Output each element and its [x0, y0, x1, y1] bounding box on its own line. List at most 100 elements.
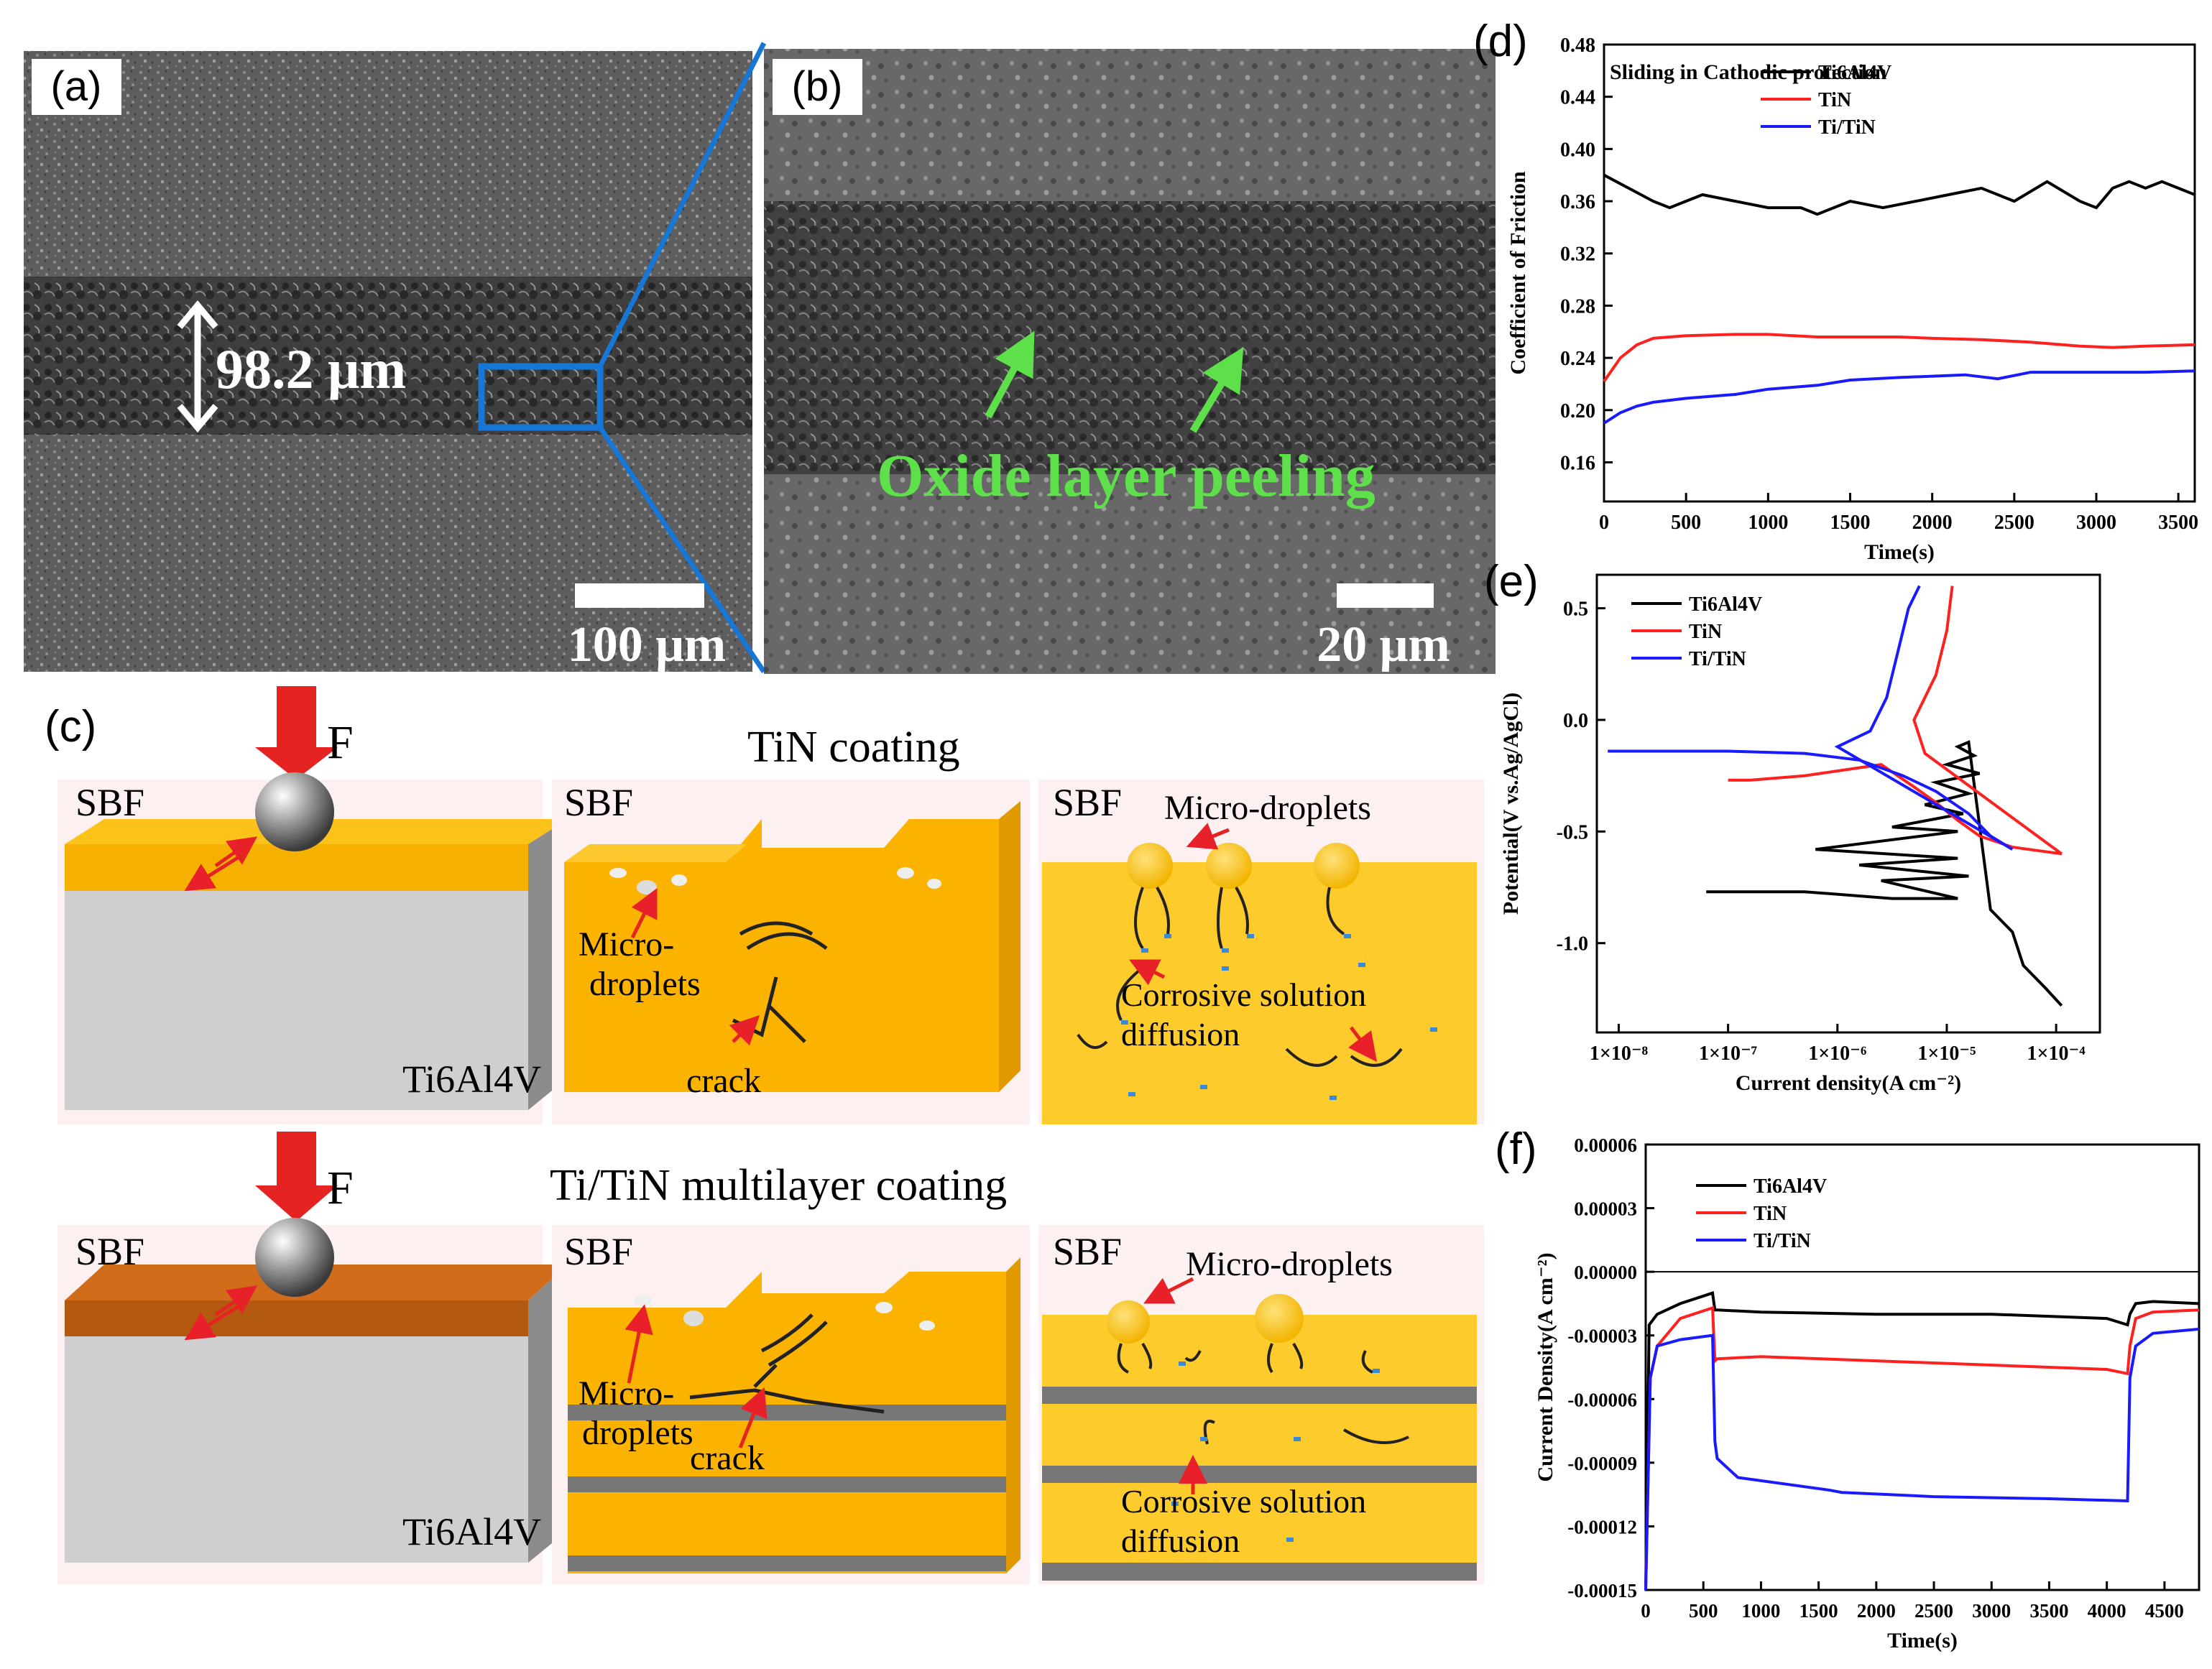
- zoom-box: [478, 363, 604, 431]
- x-tick-label: 2000: [1857, 1600, 1896, 1622]
- legend-label: Ti/TiN: [1818, 116, 1876, 139]
- ball-1: [255, 772, 334, 851]
- x-tick-label: 4000: [2088, 1600, 2126, 1622]
- plot-frame: [1644, 1143, 2201, 1591]
- diffusion-label: diffusion: [1121, 1016, 1240, 1053]
- panel-b: (b) Oxide layer peeling 20 μm: [764, 49, 1496, 674]
- diffusion-label: Corrosive solution: [1121, 976, 1366, 1013]
- panel-d-label: (d): [1473, 17, 1528, 66]
- peeling-arrow-1: [985, 330, 1035, 419]
- y-tick-label: 0.24: [1560, 348, 1595, 370]
- micro-droplets-label: Micro-droplets: [1164, 789, 1371, 827]
- chart-e: 1×10⁻⁸ 1×10⁻⁷ 1×10⁻⁶ 1×10⁻⁵ 1×10⁻⁴ -1.0 -0.5 0.…: [1499, 573, 2101, 1095]
- micro-droplets-label: Micro-: [579, 1374, 674, 1413]
- y-tick-label: 0.28: [1560, 295, 1595, 318]
- zoom-line-top: [597, 42, 767, 368]
- sbf-label: SBF: [1053, 781, 1122, 824]
- x-tick-label: 1×10⁻⁷: [1699, 1042, 1757, 1065]
- y-tick-label: 0.00000: [1574, 1262, 1637, 1283]
- y-tick-label: 0.16: [1560, 452, 1595, 474]
- sbf-label: SBF: [75, 1230, 144, 1273]
- x-tick-label: 500: [1689, 1600, 1718, 1622]
- legend-label: Ti6Al4V: [1818, 62, 1891, 84]
- x-axis-label: Time(s): [1864, 540, 1935, 564]
- x-tick-label: 1×10⁻⁵: [1917, 1042, 1976, 1065]
- y-tick-label: 0.5: [1563, 598, 1588, 621]
- x-tick-label: 0: [1599, 512, 1609, 534]
- y-tick-label: -1.0: [1557, 933, 1588, 956]
- legend-label: Ti6Al4V: [1754, 1175, 1827, 1198]
- panel-a-label-box: [32, 59, 121, 115]
- sbf-label: SBF: [564, 781, 633, 824]
- series-line-titin: [1608, 585, 2014, 851]
- substrate-label: Ti6Al4V: [402, 1058, 541, 1101]
- y-tick-label: -0.00012: [1567, 1516, 1637, 1538]
- y-tick-label: -0.5: [1557, 821, 1588, 843]
- series-line-tin: [1728, 586, 2063, 856]
- panel-a: (a) 98.2 μm 100 μm: [19, 42, 767, 676]
- x-axis-label: Current density(A cm⁻²): [1736, 1071, 1961, 1095]
- series-line-titin: [1603, 369, 2195, 425]
- y-axis-label: Current Density(A cm⁻²): [1534, 1252, 1557, 1481]
- x-tick-label: 500: [1671, 512, 1701, 534]
- legend-label: TiN: [1754, 1203, 1787, 1225]
- scale-bar-b: [1337, 583, 1434, 608]
- plot-frame: [1595, 573, 2101, 1034]
- sbf-label: SBF: [75, 781, 144, 824]
- diffusion-label: Corrosive solution: [1121, 1483, 1366, 1520]
- y-tick-label: -0.00006: [1567, 1389, 1637, 1410]
- y-axis-label: Coefficient of Friction: [1506, 171, 1530, 375]
- zoom-line-bottom: [598, 426, 766, 673]
- x-tick-label: 2000: [1912, 512, 1953, 534]
- series-line-tin: [1603, 333, 2195, 382]
- micro-droplets-label: Micro-droplets: [1186, 1245, 1393, 1283]
- panel-a-label: (a): [51, 63, 102, 110]
- y-tick-label: 0.44: [1560, 87, 1595, 109]
- chart-title: Sliding in Cathodic protection: [1610, 60, 1887, 84]
- peeling-region: [764, 201, 1496, 474]
- force-arrow-2: [255, 1132, 338, 1221]
- x-tick-label: 1×10⁻⁶: [1808, 1042, 1866, 1065]
- x-axis-label: Time(s): [1887, 1629, 1958, 1652]
- series-line-ti6al4v: [1644, 1291, 2200, 1591]
- sbf-label: SBF: [564, 1230, 633, 1273]
- y-tick-label: -0.00003: [1567, 1326, 1637, 1347]
- y-tick-label: -0.00015: [1567, 1580, 1637, 1601]
- x-tick-label: 1000: [1741, 1600, 1780, 1622]
- crack-lines-2: [689, 1313, 885, 1414]
- panel-c-label: (c): [45, 702, 96, 752]
- legend-label: Ti6Al4V: [1689, 593, 1762, 616]
- chart-f: 0 500 1000 1500 2000 2500 3000 3500 4000 4500 0.00…: [1534, 1134, 2201, 1652]
- x-tick-label: 1×10⁻⁸: [1590, 1042, 1648, 1065]
- y-tick-label: -0.00009: [1567, 1453, 1637, 1474]
- y-tick-label: 0.32: [1560, 244, 1595, 266]
- width-annotation: 98.2 μm: [216, 338, 406, 400]
- sbf-label: SBF: [1053, 1230, 1122, 1273]
- x-tick-label: 3500: [2158, 512, 2198, 534]
- y-tick-label: 0.36: [1560, 191, 1595, 213]
- scale-bar-a: [575, 583, 704, 608]
- crack-label: crack: [686, 1062, 761, 1100]
- x-tick-label: 4500: [2145, 1600, 2184, 1622]
- substrate-label: Ti6Al4V: [402, 1510, 541, 1553]
- ball-2: [255, 1218, 334, 1297]
- force-label-2: F: [327, 1162, 354, 1214]
- y-tick-label: 0.40: [1560, 139, 1595, 161]
- panel-f-label: (f): [1495, 1124, 1537, 1174]
- crack-label: crack: [690, 1439, 765, 1477]
- micro-droplets-label: droplets: [582, 1414, 693, 1452]
- x-tick-label: 3500: [2029, 1600, 2068, 1622]
- series-line-titin: [1644, 1327, 2200, 1591]
- panel-b-label: (b): [792, 63, 843, 110]
- peeling-arrow-2: [1189, 346, 1244, 433]
- row1-title: TiN coating: [747, 723, 960, 772]
- x-tick-label: 3000: [2076, 512, 2116, 534]
- x-tick-label: 3000: [1972, 1600, 2011, 1622]
- series-line-ti6al4v: [1706, 740, 2063, 1007]
- y-axis-label: Potential(V vs.Ag/AgCl): [1499, 693, 1523, 915]
- micro-droplets-label: Micro-: [579, 925, 674, 963]
- series-line-tin: [1644, 1305, 2200, 1591]
- y-tick-label: 0.48: [1560, 34, 1595, 57]
- diffusion-label: diffusion: [1121, 1522, 1240, 1559]
